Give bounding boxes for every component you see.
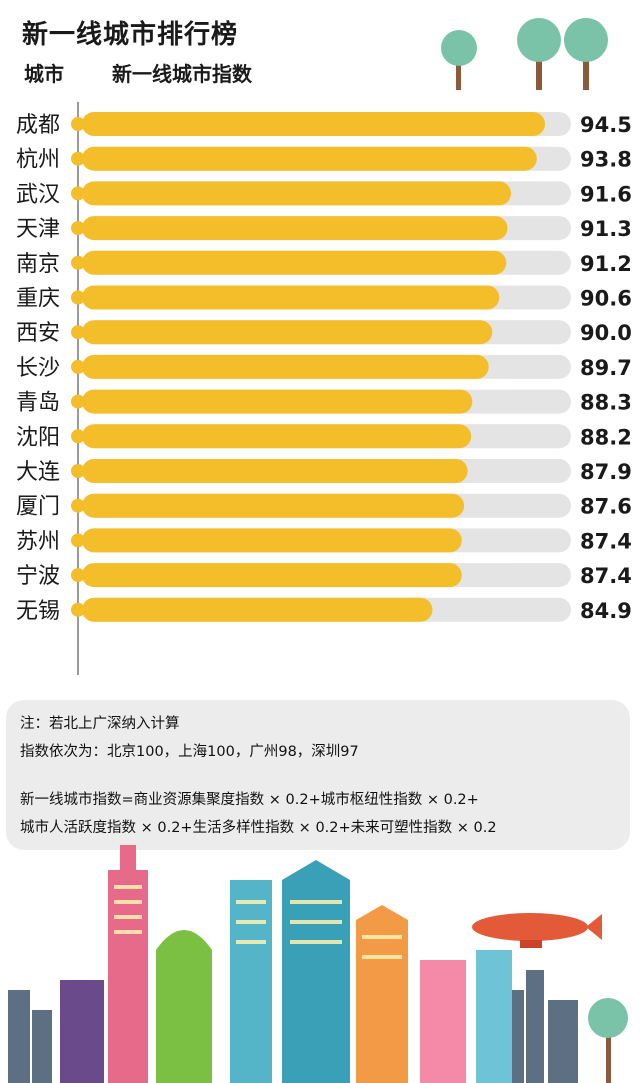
- category-label: 南京: [16, 252, 60, 277]
- blimp-icon: [472, 913, 602, 948]
- axis-dot: [71, 464, 85, 478]
- city-skyline-illustration: [8, 845, 628, 1083]
- bar: [82, 563, 462, 588]
- axis-dot: [71, 290, 85, 305]
- category-label: 重庆: [16, 287, 60, 312]
- axis-dot: [71, 325, 85, 340]
- category-label: 西安: [16, 321, 60, 346]
- value-label: 91.6: [580, 182, 632, 206]
- city-column-header: 城市: [24, 62, 64, 86]
- bar: [82, 354, 489, 379]
- axis-dot: [71, 186, 85, 201]
- tree-illustration: [441, 18, 608, 90]
- axis-dot: [71, 498, 85, 513]
- value-label: 93.8: [580, 148, 632, 172]
- value-label: 90.0: [580, 321, 632, 345]
- category-label: 厦门: [16, 495, 60, 520]
- note-line-1: 注：若北上广深纳入计算: [20, 716, 180, 732]
- value-label: 87.4: [580, 564, 632, 588]
- category-label: 沈阳: [16, 425, 60, 450]
- note-line-3: 新一线城市指数=商业资源集聚度指数 × 0.2+城市枢纽性指数 × 0.2+: [20, 792, 479, 808]
- category-label: 武汉: [16, 182, 60, 207]
- category-label: 苏州: [16, 529, 60, 554]
- axis-dot: [71, 359, 85, 374]
- category-label: 成都: [16, 113, 60, 138]
- bar: [82, 285, 500, 310]
- bar: [82, 112, 545, 136]
- value-label: 91.2: [580, 252, 632, 276]
- value-label: 89.7: [580, 356, 632, 380]
- axis-dot: [71, 255, 85, 270]
- tree-icon: [564, 18, 608, 90]
- bar: [82, 389, 473, 414]
- bar: [82, 528, 462, 553]
- bar: [82, 320, 493, 345]
- value-label: 87.4: [580, 529, 632, 553]
- bar: [82, 216, 508, 241]
- bar: [82, 424, 472, 449]
- category-label: 长沙: [16, 356, 60, 381]
- bar: [82, 597, 433, 622]
- value-label: 87.9: [580, 460, 632, 484]
- axis-dot: [71, 151, 85, 166]
- axis-dot: [71, 221, 85, 236]
- value-label: 90.6: [580, 287, 632, 311]
- value-label: 94.5: [580, 113, 632, 137]
- bar: [82, 459, 468, 483]
- axis-dot: [71, 429, 85, 444]
- category-label: 杭州: [16, 148, 60, 173]
- bar: [82, 146, 537, 171]
- tree-icon: [517, 18, 561, 90]
- value-label: 84.9: [580, 599, 632, 623]
- index-column-header: 新一线城市指数: [112, 62, 252, 86]
- category-label: 无锡: [16, 599, 60, 624]
- chart-title: 新一线城市排行榜: [22, 20, 239, 50]
- axis-dot: [71, 533, 85, 548]
- tree-icon: [588, 998, 628, 1083]
- note-line-4: 城市人活跃度指数 × 0.2+生活多样性指数 × 0.2+未来可塑性指数 × 0…: [20, 820, 497, 836]
- category-label: 宁波: [16, 564, 60, 589]
- bar: [82, 181, 512, 206]
- axis-dot: [71, 394, 85, 409]
- value-label: 88.2: [580, 425, 632, 449]
- tree-icon: [441, 30, 477, 90]
- category-label: 青岛: [16, 391, 60, 416]
- notes-panel: 注：若北上广深纳入计算 指数依次为：北京100，上海100，广州98，深圳97 …: [6, 700, 630, 850]
- axis-dot: [71, 568, 85, 583]
- note-line-2: 指数依次为：北京100，上海100，广州98，深圳97: [20, 744, 359, 760]
- value-label: 91.3: [580, 217, 632, 241]
- bar: [82, 250, 507, 275]
- bar: [82, 493, 465, 518]
- value-label: 88.3: [580, 391, 632, 415]
- bar-chart: 成都 94.5 杭州 93.8 武汉 91.6 天津 91.3 南京 91.2 重庆 90.6 西安 90…: [16, 102, 632, 675]
- category-label: 大连: [16, 460, 60, 485]
- axis-dot: [71, 117, 85, 131]
- axis-dot: [71, 602, 85, 617]
- value-label: 87.6: [580, 495, 632, 519]
- category-label: 天津: [16, 217, 60, 242]
